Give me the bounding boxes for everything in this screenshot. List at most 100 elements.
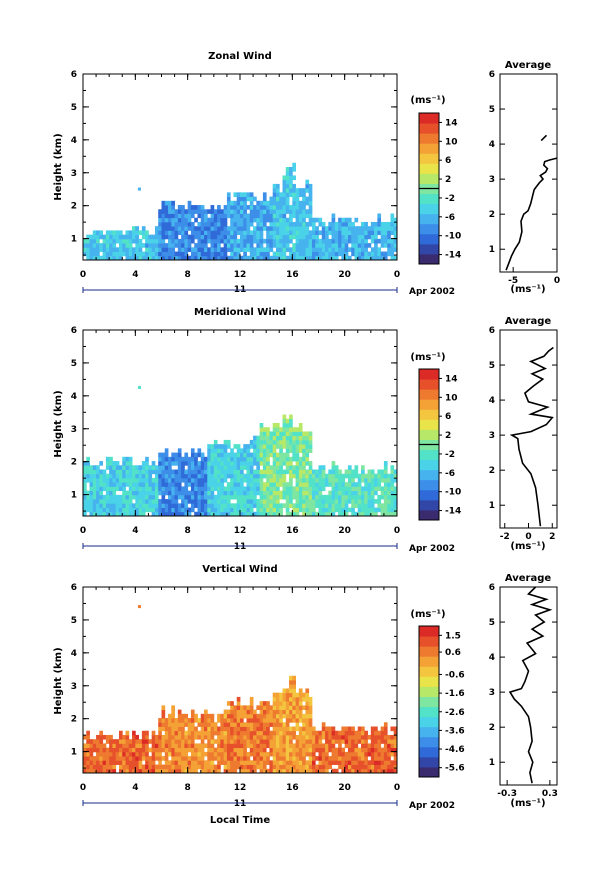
heatmap-cell — [266, 427, 270, 432]
heatmap-cell — [279, 251, 283, 257]
heatmap-cell — [184, 477, 189, 483]
heatmap-cell — [200, 461, 205, 466]
heatmap-cell — [158, 473, 162, 479]
heatmap-cell — [292, 439, 296, 445]
heatmap-cell — [132, 469, 136, 475]
heatmap-cell — [347, 217, 352, 223]
heatmap-cell — [164, 730, 169, 736]
heatmap-cell — [364, 499, 368, 504]
heatmap-cell — [311, 751, 316, 757]
heatmap-cell — [380, 230, 385, 236]
heatmap-cell — [383, 751, 388, 757]
heatmap-cell — [298, 705, 303, 710]
heatmap-cell — [259, 743, 264, 749]
heatmap-cell — [298, 200, 303, 206]
heatmap-cell — [109, 507, 113, 513]
heatmap-cell — [161, 205, 166, 210]
heatmap-cell — [256, 251, 261, 257]
heatmap-cell — [135, 760, 139, 765]
heatmap-cell — [374, 482, 378, 487]
colorbar-swatch — [419, 389, 439, 400]
heatmap-cell — [302, 486, 306, 492]
heatmap-cell — [207, 238, 211, 244]
heatmap-cell — [246, 469, 251, 475]
heatmap-cell — [210, 461, 215, 466]
heatmap-cell — [377, 760, 382, 765]
heatmap-cell — [168, 494, 172, 500]
heatmap-cell — [240, 756, 244, 761]
heatmap-cell — [135, 486, 139, 492]
profile-x-tick-label: 0 — [554, 276, 560, 286]
heatmap-cell — [233, 482, 238, 487]
heatmap-cell — [331, 499, 336, 504]
heatmap-cell — [282, 217, 287, 223]
heatmap-cell — [181, 713, 185, 719]
heatmap-cell — [279, 255, 283, 261]
y-tick-label: 3 — [71, 169, 77, 179]
colorbar-tick-label: -5.6 — [445, 764, 465, 774]
heatmap-cell — [128, 499, 133, 504]
heatmap-cell — [109, 499, 113, 504]
heatmap-cell — [302, 469, 306, 475]
heatmap-cell — [393, 490, 398, 496]
heatmap-cell — [275, 251, 280, 257]
heatmap-cell — [246, 764, 251, 770]
heatmap-cell — [220, 751, 225, 757]
heatmap-cell — [125, 730, 130, 736]
heatmap-cell — [243, 452, 247, 458]
heatmap-cell — [262, 503, 267, 508]
heatmap-cell — [177, 709, 182, 715]
heatmap-cell — [181, 247, 185, 252]
heatmap-cell — [181, 477, 185, 483]
heatmap-cell — [298, 255, 303, 261]
heatmap-cell — [374, 726, 378, 732]
heatmap-cell — [171, 251, 175, 257]
heatmap-cell — [377, 251, 382, 257]
heatmap-cell — [256, 213, 261, 219]
heatmap-cell — [249, 709, 254, 715]
heatmap-cell — [105, 507, 110, 513]
heatmap-cell — [272, 734, 277, 740]
heatmap-cell — [285, 209, 290, 214]
heatmap-cell — [158, 503, 162, 508]
day-label: 11 — [234, 542, 247, 552]
heatmap-cell — [253, 213, 257, 219]
heatmap-cell — [138, 490, 143, 496]
heatmap-cell — [204, 760, 208, 765]
colorbar-swatch — [419, 173, 439, 184]
heatmap-cell — [347, 764, 352, 770]
heatmap-cell — [256, 751, 261, 757]
heatmap-cell — [279, 469, 283, 475]
heatmap-cell — [89, 247, 94, 252]
heatmap-cell — [338, 486, 342, 492]
heatmap-cell — [105, 461, 110, 466]
heatmap-cell — [158, 751, 162, 757]
heatmap-cell — [262, 499, 267, 504]
heatmap-cell — [341, 217, 346, 223]
heatmap-cell — [285, 175, 290, 181]
heatmap-cell — [253, 494, 257, 500]
heatmap-cell — [207, 743, 211, 749]
heatmap-cell — [141, 486, 146, 492]
heatmap-cell — [226, 494, 231, 500]
heatmap-cell — [315, 511, 319, 517]
x-tick-label: 20 — [338, 783, 351, 793]
heatmap-cell — [132, 743, 136, 749]
profile-y-tick-label: 1 — [489, 758, 495, 768]
heatmap-cell — [171, 756, 175, 761]
heatmap-cell — [161, 221, 166, 227]
meridional-wind-row: Meridional Wind Height (km) (ms⁻¹) Avera… — [53, 307, 558, 554]
heatmap-cell — [154, 473, 159, 479]
heatmap-cell — [275, 247, 280, 252]
heatmap-cell — [275, 764, 280, 770]
heatmap-cell — [321, 482, 326, 487]
heatmap-cell — [298, 209, 303, 214]
heatmap-cell — [292, 247, 296, 252]
heatmap-cell — [223, 709, 228, 715]
heatmap-cell — [302, 705, 306, 710]
heatmap-cell — [292, 747, 296, 753]
heatmap-cell — [380, 234, 385, 240]
heatmap-cell — [292, 718, 296, 723]
heatmap-cell — [115, 743, 120, 749]
heatmap-cell — [158, 461, 162, 466]
